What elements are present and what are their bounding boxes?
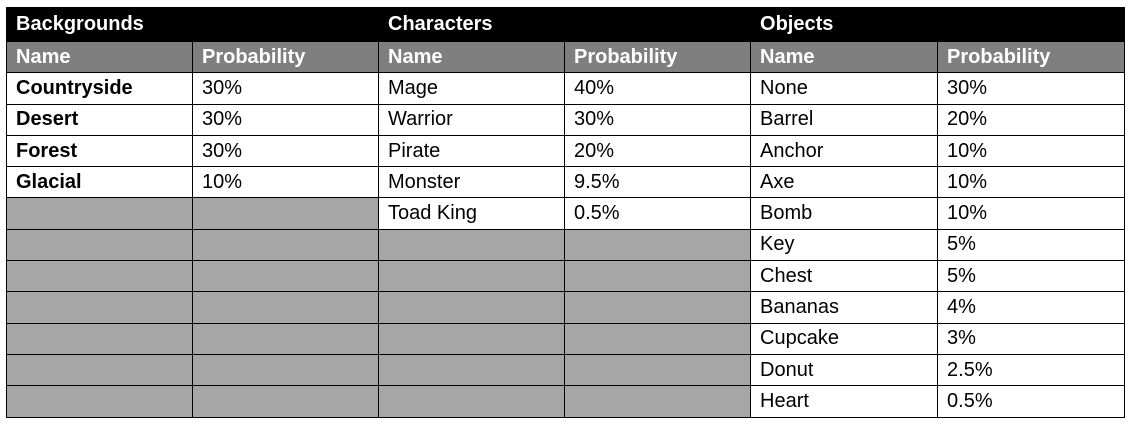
background-name-cell: Forest <box>6 134 193 168</box>
empty-cell <box>378 322 565 355</box>
table-row: Forest 30% Pirate 20% Anchor 10% <box>6 134 1126 168</box>
empty-cell <box>192 291 379 324</box>
empty-cell <box>378 385 565 418</box>
character-probability-cell: 30% <box>563 103 752 136</box>
probability-table-container: Backgrounds Characters Objects Name Prob… <box>6 7 1126 418</box>
background-name-cell: Desert <box>6 103 193 136</box>
table-row: Toad King 0.5% Bomb 10% <box>6 197 1126 230</box>
background-probability-cell: 30% <box>192 103 379 136</box>
empty-cell <box>192 260 379 293</box>
object-name-cell: Donut <box>750 353 939 387</box>
section-title-backgrounds: Backgrounds <box>6 7 379 42</box>
empty-cell <box>6 291 193 324</box>
object-probability-cell: 4% <box>937 291 1126 324</box>
character-probability-cell: 0.5% <box>563 197 752 230</box>
column-header-name: Name <box>750 40 939 74</box>
empty-cell <box>6 260 193 293</box>
table-row: Key 5% <box>6 228 1126 262</box>
object-name-cell: Axe <box>750 166 939 199</box>
table-row: Heart 0.5% <box>6 385 1126 418</box>
background-probability-cell: 30% <box>192 72 379 105</box>
object-probability-cell: 5% <box>937 260 1126 293</box>
empty-cell <box>563 228 752 262</box>
object-probability-cell: 0.5% <box>937 385 1126 418</box>
object-probability-cell: 10% <box>937 134 1126 168</box>
object-name-cell: Heart <box>750 385 939 418</box>
section-title-characters: Characters <box>377 7 752 42</box>
table-row: Desert 30% Warrior 30% Barrel 20% <box>6 103 1126 136</box>
empty-cell <box>6 385 193 418</box>
object-probability-cell: 10% <box>937 197 1126 230</box>
empty-cell <box>6 353 193 387</box>
column-header-probability: Probability <box>937 40 1126 74</box>
object-name-cell: Barrel <box>750 103 939 136</box>
background-probability-cell: 10% <box>192 166 379 199</box>
character-probability-cell: 20% <box>563 134 752 168</box>
column-header-row: Name Probability Name Probability Name P… <box>6 40 1126 74</box>
character-name-cell: Warrior <box>378 103 565 136</box>
object-probability-cell: 2.5% <box>937 353 1126 387</box>
table-row: Countryside 30% Mage 40% None 30% <box>6 72 1126 105</box>
empty-cell <box>378 353 565 387</box>
empty-cell <box>6 197 193 230</box>
table-row: Chest 5% <box>6 260 1126 293</box>
empty-cell <box>6 228 193 262</box>
character-name-cell: Toad King <box>378 197 565 230</box>
object-name-cell: Anchor <box>750 134 939 168</box>
column-header-name: Name <box>378 40 565 74</box>
object-probability-cell: 5% <box>937 228 1126 262</box>
character-name-cell: Pirate <box>378 134 565 168</box>
column-header-probability: Probability <box>192 40 379 74</box>
empty-cell <box>192 353 379 387</box>
object-name-cell: Key <box>750 228 939 262</box>
background-probability-cell: 30% <box>192 134 379 168</box>
table-row: Glacial 10% Monster 9.5% Axe 10% <box>6 166 1126 199</box>
table-row: Donut 2.5% <box>6 353 1126 387</box>
probability-table: Backgrounds Characters Objects Name Prob… <box>6 7 1126 418</box>
background-name-cell: Countryside <box>6 72 193 105</box>
object-probability-cell: 3% <box>937 322 1126 355</box>
object-name-cell: Bananas <box>750 291 939 324</box>
background-name-cell: Glacial <box>6 166 193 199</box>
object-probability-cell: 30% <box>937 72 1126 105</box>
object-name-cell: Cupcake <box>750 322 939 355</box>
empty-cell <box>563 291 752 324</box>
object-name-cell: Bomb <box>750 197 939 230</box>
character-name-cell: Mage <box>378 72 565 105</box>
empty-cell <box>563 260 752 293</box>
table-row: Bananas 4% <box>6 291 1126 324</box>
empty-cell <box>563 322 752 355</box>
empty-cell <box>378 228 565 262</box>
table-row: Cupcake 3% <box>6 322 1126 355</box>
column-header-name: Name <box>6 40 193 74</box>
section-header-row: Backgrounds Characters Objects <box>6 7 1126 42</box>
character-probability-cell: 40% <box>563 72 752 105</box>
object-probability-cell: 20% <box>937 103 1126 136</box>
empty-cell <box>6 322 193 355</box>
empty-cell <box>192 322 379 355</box>
character-name-cell: Monster <box>378 166 565 199</box>
object-name-cell: None <box>750 72 939 105</box>
section-title-objects: Objects <box>750 7 1126 42</box>
empty-cell <box>563 385 752 418</box>
empty-cell <box>378 260 565 293</box>
empty-cell <box>192 228 379 262</box>
column-header-probability: Probability <box>563 40 752 74</box>
empty-cell <box>563 353 752 387</box>
empty-cell <box>378 291 565 324</box>
object-probability-cell: 10% <box>937 166 1126 199</box>
character-probability-cell: 9.5% <box>563 166 752 199</box>
empty-cell <box>192 385 379 418</box>
empty-cell <box>192 197 379 230</box>
object-name-cell: Chest <box>750 260 939 293</box>
